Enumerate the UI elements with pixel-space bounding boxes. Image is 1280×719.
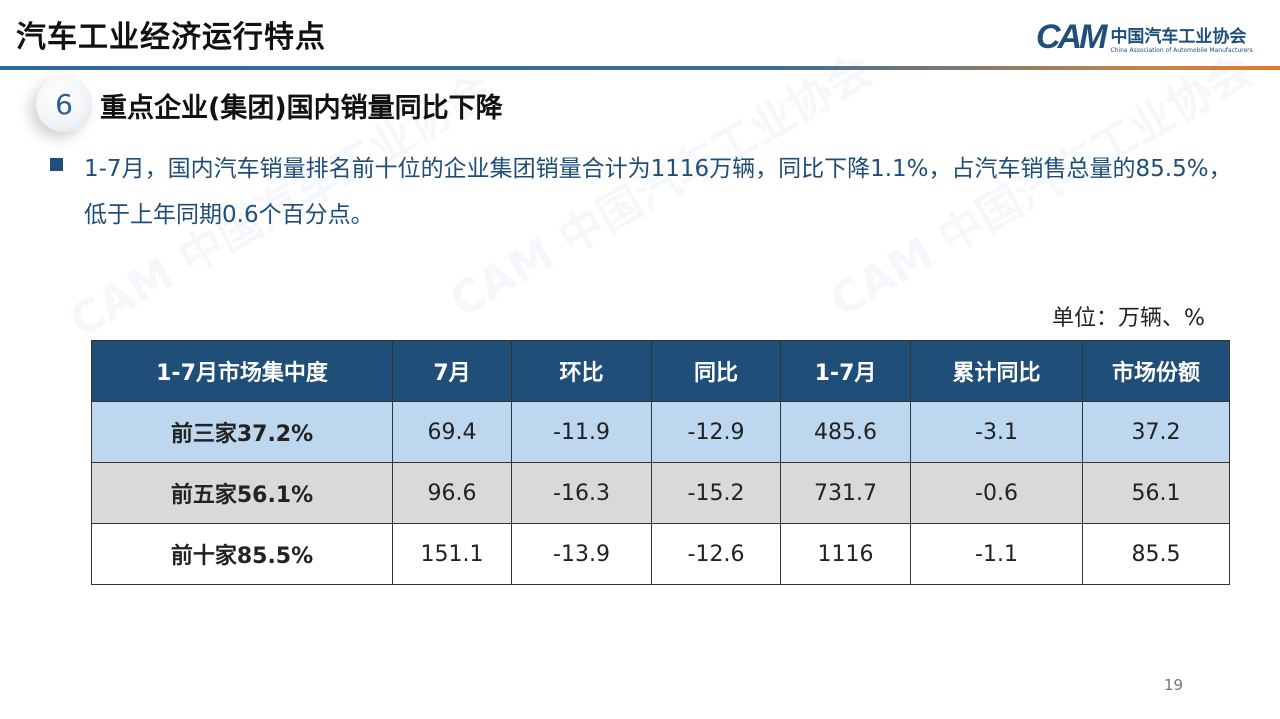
header-divider [0, 66, 1280, 70]
unit-label: 单位：万辆、% [1052, 306, 1205, 331]
column-header: 1-7月 [780, 340, 911, 402]
table-cell: -1.1 [910, 523, 1083, 585]
page-number: 19 [1164, 676, 1184, 694]
row-label: 前五家56.1% [91, 462, 393, 524]
column-header: 累计同比 [910, 340, 1083, 402]
table-cell: 96.6 [392, 462, 512, 524]
table-cell: -3.1 [910, 401, 1083, 463]
table-cell: 731.7 [780, 462, 911, 524]
column-header: 环比 [511, 340, 652, 402]
column-header: 1-7月市场集中度 [91, 340, 393, 402]
section-number-badge: 6 [36, 76, 92, 132]
logo-mark: CAM [1036, 18, 1107, 56]
column-header: 市场份额 [1082, 340, 1230, 402]
table-row: 前十家85.5% 151.1 -13.9 -12.6 1116 -1.1 85.5 [91, 523, 1230, 585]
table-cell: 69.4 [392, 401, 512, 463]
table-cell: -15.2 [651, 462, 781, 524]
column-header: 7月 [392, 340, 512, 402]
logo-cn: 中国汽车工业协会 [1110, 26, 1247, 47]
table-cell: 37.2 [1082, 401, 1230, 463]
table-cell: -12.9 [651, 401, 781, 463]
table-cell: 1116 [780, 523, 911, 585]
table-cell: 151.1 [392, 523, 512, 585]
table-row: 前五家56.1% 96.6 -16.3 -15.2 731.7 -0.6 56.1 [91, 462, 1230, 524]
table-cell: -12.6 [651, 523, 781, 585]
concentration-table: 1-7月市场集中度 7月 环比 同比 1-7月 累计同比 市场份额 前三家37.2% 69.4… [91, 340, 1230, 585]
bullet-text: 1-7月，国内汽车销量排名前十位的企业集团销量合计为1116万辆，同比下降1.1… [84, 156, 1232, 228]
table-header-row: 1-7月市场集中度 7月 环比 同比 1-7月 累计同比 市场份额 [91, 340, 1230, 402]
table-cell: -11.9 [511, 401, 652, 463]
table-cell: -0.6 [910, 462, 1083, 524]
bullet-square-icon [50, 158, 63, 171]
section-title: 重点企业(集团)国内销量同比下降 [100, 93, 503, 124]
logo-en: China Association of Automobile Manufact… [1110, 46, 1253, 54]
caam-logo: CAM 中国汽车工业协会 China Association of Automo… [1036, 18, 1253, 57]
column-header: 同比 [651, 340, 781, 402]
table-cell: -16.3 [511, 462, 652, 524]
table-cell: 485.6 [780, 401, 911, 463]
slide-title: 汽车工业经济运行特点 [16, 20, 326, 55]
table-row: 前三家37.2% 69.4 -11.9 -12.9 485.6 -3.1 37.2 [91, 401, 1230, 463]
row-label: 前十家85.5% [91, 523, 393, 585]
row-label: 前三家37.2% [91, 401, 393, 463]
table-cell: -13.9 [511, 523, 652, 585]
table-cell: 56.1 [1082, 462, 1230, 524]
table-cell: 85.5 [1082, 523, 1230, 585]
